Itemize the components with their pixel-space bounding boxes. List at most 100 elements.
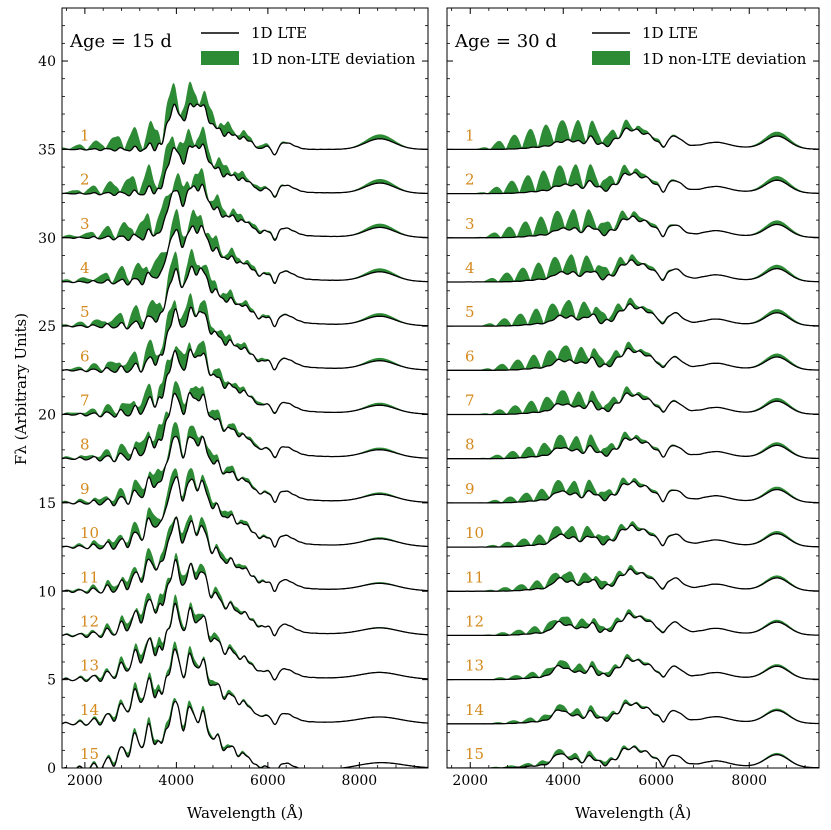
model-label-2-6: 6	[465, 347, 475, 365]
lte-spectrum-1-8	[62, 392, 428, 463]
y-tick-label: 35	[38, 142, 56, 158]
y-tick-label: 40	[38, 54, 56, 70]
model-label-2-2: 2	[465, 171, 475, 189]
x-tick-label: 6000	[638, 773, 674, 789]
legend-nlte-swatch	[592, 51, 630, 65]
lte-spectrum-2-3	[447, 215, 819, 239]
lte-spectrum-2-13	[447, 657, 819, 681]
y-axis-label: Fλ (Arbitrary Units)	[12, 313, 30, 465]
model-label-1-7: 7	[80, 392, 90, 410]
lte-spectrum-2-4	[447, 259, 819, 283]
nlte-deviation-1-4	[62, 209, 428, 285]
nlte-deviation-2-1	[447, 119, 819, 150]
model-label-2-4: 4	[465, 259, 475, 277]
model-label-2-11: 11	[465, 568, 484, 586]
lte-spectrum-2-8	[447, 437, 819, 460]
model-label-1-15: 15	[80, 745, 99, 763]
nlte-deviation-1-11	[62, 514, 428, 594]
model-label-1-9: 9	[80, 480, 90, 498]
model-label-1-2: 2	[80, 171, 90, 189]
legend-nlte-label: 1D non-LTE deviation	[642, 50, 807, 68]
x-axis-label: Wavelength (Å)	[187, 804, 303, 822]
panel-title: Age = 15 d	[69, 31, 172, 52]
nlte-deviation-1-1	[62, 81, 428, 155]
model-label-1-12: 12	[80, 612, 99, 630]
model-label-2-1: 1	[465, 126, 475, 144]
model-label-1-1: 1	[80, 126, 90, 144]
nlte-deviation-1-8	[62, 381, 428, 462]
lte-spectrum-2-12	[447, 612, 819, 637]
nlte-deviation-1-5	[62, 248, 428, 329]
lte-spectrum-1-9	[62, 435, 428, 507]
nlte-deviation-2-5	[447, 297, 819, 327]
nlte-deviation-2-13	[447, 654, 819, 680]
panel-2-frame	[446, 7, 820, 769]
nlte-deviation-2-15	[447, 745, 819, 768]
lte-spectrum-1-12	[62, 558, 428, 639]
model-label-1-5: 5	[80, 303, 90, 321]
panel-title: Age = 30 d	[454, 31, 557, 52]
model-label-2-8: 8	[465, 436, 475, 454]
nlte-deviation-1-6	[62, 293, 428, 373]
model-label-1-4: 4	[80, 259, 90, 277]
panel-1-plot-area	[62, 81, 428, 768]
lte-spectrum-1-1	[62, 102, 428, 156]
model-label-1-8: 8	[80, 436, 90, 454]
legend-lte-label: 1D LTE	[251, 24, 307, 42]
y-tick-label: 25	[38, 319, 56, 335]
nlte-deviation-1-13	[62, 594, 428, 682]
lte-spectrum-2-1	[447, 127, 819, 151]
y-tick-label: 5	[47, 673, 56, 689]
y-tick-label: 0	[47, 761, 56, 777]
model-label-1-6: 6	[80, 347, 90, 365]
lte-spectrum-1-7	[62, 348, 428, 418]
lte-spectrum-2-15	[447, 746, 819, 768]
x-tick-label: 8000	[731, 773, 767, 789]
lte-spectrum-1-4	[62, 225, 428, 286]
model-label-2-14: 14	[465, 701, 484, 719]
x-tick-label: 4000	[545, 773, 581, 789]
lte-spectrum-1-14	[62, 648, 428, 726]
lte-spectrum-2-10	[447, 524, 819, 548]
x-tick-label: 8000	[342, 773, 378, 789]
model-label-2-15: 15	[465, 745, 484, 763]
nlte-deviation-2-7	[447, 386, 819, 415]
model-label-1-13: 13	[80, 657, 99, 675]
y-tick-label: 10	[38, 584, 56, 600]
model-label-2-13: 13	[465, 657, 484, 675]
nlte-deviation-2-14	[447, 699, 819, 724]
lte-spectrum-1-5	[62, 265, 428, 330]
lte-spectrum-2-11	[447, 568, 819, 592]
model-label-1-11: 11	[80, 568, 99, 586]
model-label-2-9: 9	[465, 480, 475, 498]
x-tick-label: 2000	[452, 773, 488, 789]
model-label-1-14: 14	[80, 701, 99, 719]
model-label-2-5: 5	[465, 303, 475, 321]
model-label-2-7: 7	[465, 392, 475, 410]
nlte-deviation-1-14	[62, 641, 428, 726]
lte-spectrum-2-7	[447, 392, 819, 416]
lte-spectrum-1-13	[62, 602, 428, 683]
nlte-deviation-2-10	[447, 521, 819, 548]
lte-spectrum-2-2	[447, 171, 819, 195]
nlte-deviation-2-8	[447, 431, 819, 459]
lte-spectrum-2-14	[447, 702, 819, 725]
legend-nlte-label: 1D non-LTE deviation	[251, 50, 416, 68]
nlte-deviation-2-2	[447, 164, 819, 194]
lte-spectrum-2-9	[447, 480, 819, 504]
nlte-deviation-1-15	[63, 697, 428, 768]
model-label-1-3: 3	[80, 215, 90, 233]
lte-spectrum-1-15	[62, 700, 428, 768]
lte-spectrum-1-2	[62, 143, 428, 198]
nlte-deviation-2-6	[447, 341, 819, 371]
panel-1-frame	[61, 7, 429, 769]
legend-lte-label: 1D LTE	[642, 24, 698, 42]
x-tick-label: 2000	[67, 773, 103, 789]
nlte-deviation-2-4	[447, 254, 819, 282]
lte-spectrum-1-3	[62, 183, 428, 242]
x-axis-label: Wavelength (Å)	[575, 804, 691, 822]
model-label-2-10: 10	[465, 524, 484, 542]
